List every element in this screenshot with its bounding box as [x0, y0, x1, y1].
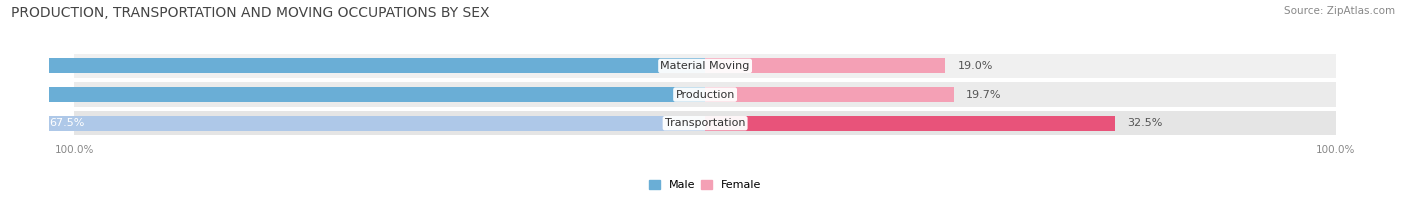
- Bar: [0, 116, 706, 131]
- Text: Production: Production: [675, 90, 735, 99]
- Legend: Male, Female: Male, Female: [644, 176, 766, 195]
- Bar: [706, 59, 945, 73]
- Bar: [0, 87, 706, 102]
- Bar: [706, 87, 953, 102]
- Bar: [75, 111, 1336, 135]
- Text: 19.7%: 19.7%: [966, 90, 1001, 99]
- Text: 19.0%: 19.0%: [957, 61, 993, 71]
- Text: Material Moving: Material Moving: [661, 61, 749, 71]
- Bar: [706, 116, 1115, 131]
- Bar: [0, 59, 706, 73]
- Bar: [75, 54, 1336, 78]
- Bar: [75, 82, 1336, 107]
- Text: 67.5%: 67.5%: [49, 118, 84, 128]
- Text: PRODUCTION, TRANSPORTATION AND MOVING OCCUPATIONS BY SEX: PRODUCTION, TRANSPORTATION AND MOVING OC…: [11, 6, 489, 20]
- Text: Transportation: Transportation: [665, 118, 745, 128]
- Text: Source: ZipAtlas.com: Source: ZipAtlas.com: [1284, 6, 1395, 16]
- Text: 32.5%: 32.5%: [1128, 118, 1163, 128]
